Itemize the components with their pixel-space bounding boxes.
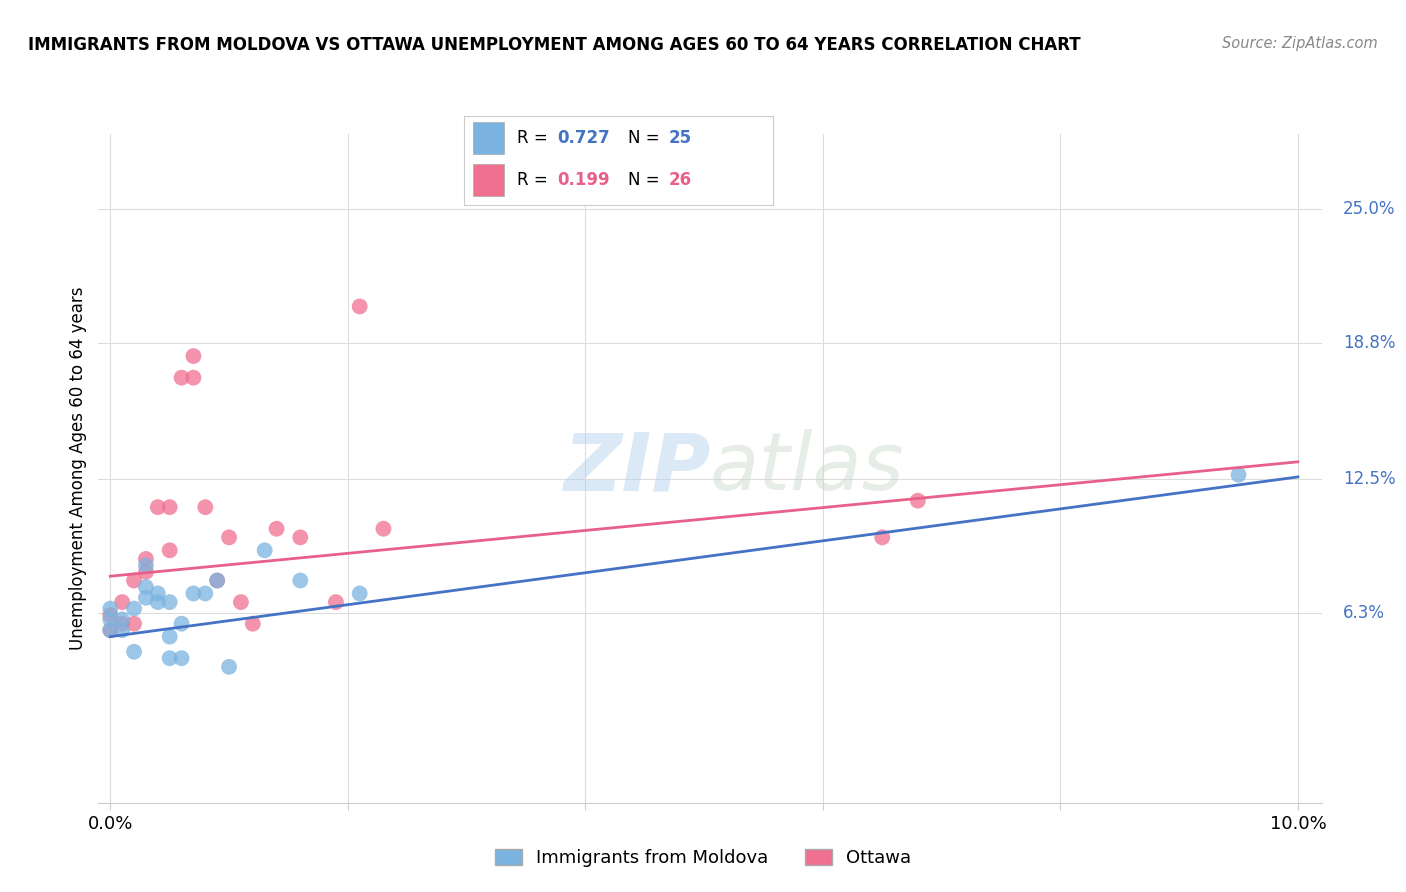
Point: [122, 601, 145, 615]
Point: [159, 651, 181, 665]
Point: [218, 530, 240, 544]
Point: [135, 580, 157, 594]
Point: [194, 586, 217, 600]
Point: [122, 616, 145, 631]
Point: [98, 623, 121, 637]
Text: R =: R =: [516, 129, 553, 147]
Point: [325, 595, 347, 609]
Text: 0.727: 0.727: [557, 129, 610, 147]
Y-axis label: Unemployment Among Ages 60 to 64 years: Unemployment Among Ages 60 to 64 years: [69, 286, 87, 650]
Point: [242, 616, 264, 631]
Point: [170, 370, 193, 384]
Point: [194, 500, 217, 515]
Point: [1227, 467, 1250, 482]
Text: IMMIGRANTS FROM MOLDOVA VS OTTAWA UNEMPLOYMENT AMONG AGES 60 TO 64 YEARS CORRELA: IMMIGRANTS FROM MOLDOVA VS OTTAWA UNEMPL…: [28, 36, 1081, 54]
Point: [170, 651, 193, 665]
Point: [290, 530, 312, 544]
Point: [229, 595, 252, 609]
Text: 0.199: 0.199: [557, 171, 609, 189]
Point: [349, 586, 371, 600]
Text: 26: 26: [668, 171, 692, 189]
Point: [290, 574, 312, 588]
Text: Source: ZipAtlas.com: Source: ZipAtlas.com: [1222, 36, 1378, 51]
Point: [170, 616, 193, 631]
Point: [98, 623, 121, 637]
Point: [205, 574, 228, 588]
Point: [98, 608, 121, 623]
Point: [146, 595, 169, 609]
Point: [146, 500, 169, 515]
Point: [111, 616, 134, 631]
Text: ZIP: ZIP: [562, 429, 710, 508]
Text: N =: N =: [628, 171, 665, 189]
Text: 6.3%: 6.3%: [1343, 604, 1385, 622]
Point: [111, 612, 134, 626]
Point: [373, 522, 395, 536]
Point: [218, 660, 240, 674]
Bar: [474, 164, 505, 196]
Point: [146, 586, 169, 600]
Point: [135, 552, 157, 566]
Text: 12.5%: 12.5%: [1343, 470, 1395, 488]
Point: [183, 586, 205, 600]
Text: 25: 25: [668, 129, 692, 147]
Bar: [474, 122, 505, 154]
Text: 18.8%: 18.8%: [1343, 334, 1395, 352]
Point: [870, 530, 893, 544]
Point: [183, 370, 205, 384]
Point: [159, 630, 181, 644]
Point: [98, 601, 121, 615]
Point: [205, 574, 228, 588]
Text: N =: N =: [628, 129, 665, 147]
Point: [135, 558, 157, 573]
Point: [135, 565, 157, 579]
Point: [159, 595, 181, 609]
Point: [159, 543, 181, 558]
Point: [183, 349, 205, 363]
Point: [122, 574, 145, 588]
Point: [907, 493, 929, 508]
Legend: Immigrants from Moldova, Ottawa: Immigrants from Moldova, Ottawa: [488, 841, 918, 874]
Point: [349, 300, 371, 314]
Point: [253, 543, 276, 558]
Point: [159, 500, 181, 515]
Point: [122, 645, 145, 659]
Text: 25.0%: 25.0%: [1343, 201, 1395, 219]
Point: [111, 623, 134, 637]
Text: atlas: atlas: [710, 429, 905, 508]
Point: [135, 591, 157, 605]
Point: [266, 522, 288, 536]
Point: [98, 612, 121, 626]
Text: R =: R =: [516, 171, 553, 189]
Point: [111, 595, 134, 609]
